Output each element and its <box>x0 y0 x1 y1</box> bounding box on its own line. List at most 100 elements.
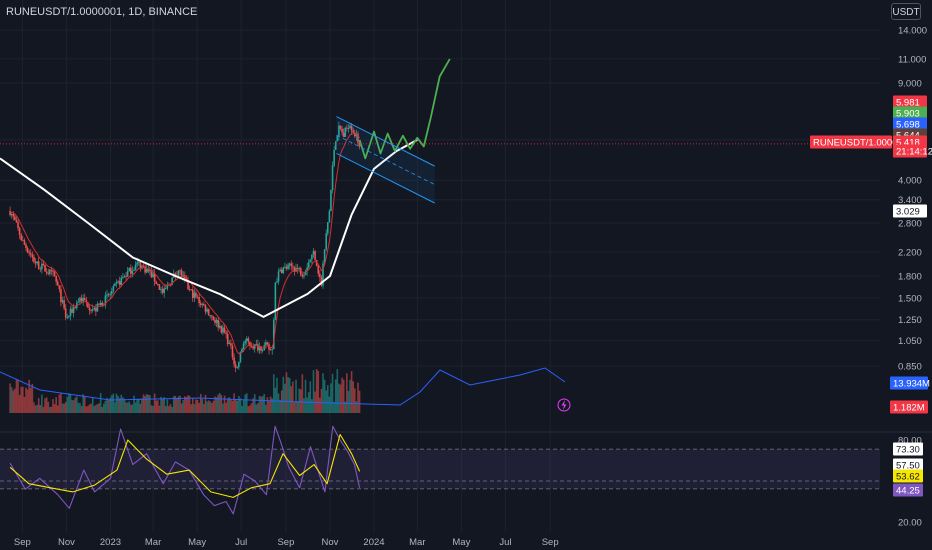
volume-bar <box>79 402 81 413</box>
chart-symbol-title[interactable]: RUNEUSDT/1.0000001, 1D, BINANCE <box>6 6 198 18</box>
lightning-icon <box>557 398 571 412</box>
candle-body <box>207 309 210 316</box>
volume-bar <box>239 398 242 413</box>
candle-body <box>346 127 348 129</box>
candle-body <box>195 292 197 297</box>
candle-body <box>255 344 258 346</box>
candle-body <box>164 288 167 290</box>
candle-body <box>17 222 19 229</box>
volume-bar <box>357 382 359 413</box>
time-axis[interactable]: Sep Nov 2023 Mar May Jul Sep Nov 2024 Mar May Jul Se… <box>14 537 559 548</box>
last-price-symbol-text: RUNEUSDT/1.0000001 <box>813 138 913 149</box>
volume-bar <box>115 393 118 413</box>
candle-body <box>242 343 245 349</box>
candle-body <box>314 251 316 260</box>
candle-body <box>325 233 327 250</box>
volume-bar <box>33 402 35 413</box>
rsi-label-text: 44.25 <box>896 486 920 497</box>
candle-body <box>53 271 56 276</box>
volume-bar <box>277 393 280 413</box>
volume-bar <box>279 399 281 413</box>
volume-bar <box>41 394 43 413</box>
candle-body <box>123 276 126 278</box>
volume-bar <box>123 398 126 413</box>
rsi-label-text: 57.50 <box>896 461 920 472</box>
candle-body <box>34 261 37 264</box>
candle-body <box>230 343 232 346</box>
volume-bar <box>252 398 254 413</box>
volume-bar <box>158 405 161 413</box>
candle-body <box>161 289 164 293</box>
volume-bar <box>55 397 57 413</box>
volume-bar <box>74 397 77 413</box>
volume-bar <box>231 400 234 413</box>
candle-body <box>14 216 16 221</box>
volume-bar <box>164 406 167 413</box>
candle-body <box>96 303 99 312</box>
volume-bar <box>160 396 162 413</box>
price-label-bg <box>893 117 927 131</box>
candle-body <box>28 252 30 254</box>
candle-body <box>252 346 254 349</box>
candle-body <box>180 270 183 278</box>
candle-body <box>49 269 51 274</box>
volume-bar <box>203 404 205 413</box>
candle-body <box>326 222 329 234</box>
volume-bar <box>15 379 18 413</box>
volume-bar <box>118 398 121 413</box>
price-axis[interactable]: 14.00011.0009.0005.6004.0003.4002.8002.2… <box>898 26 927 529</box>
volume-bar <box>244 394 246 413</box>
candle-body <box>196 296 199 298</box>
currency-button[interactable]: USDT <box>891 3 921 20</box>
volume-bar <box>172 396 175 413</box>
volume-bar <box>56 405 59 413</box>
candle-body <box>285 266 288 269</box>
candle-body <box>155 281 158 285</box>
candle-body <box>131 270 134 274</box>
volume-bar <box>301 374 304 413</box>
candle-body <box>66 317 69 319</box>
candle-body <box>279 269 281 272</box>
volume-bar <box>141 398 143 413</box>
rsi-label-bg <box>893 469 923 483</box>
volume-bar <box>179 395 181 413</box>
rsi-label-bg <box>893 483 923 497</box>
volume-bar <box>144 395 146 413</box>
volume-bar <box>47 401 50 413</box>
projection-line <box>358 58 451 160</box>
volume-bar <box>325 390 327 413</box>
volume-bar <box>218 393 221 413</box>
price-tick-label: 1.800 <box>898 272 922 283</box>
candle-body <box>298 268 300 270</box>
volume-bar <box>328 396 331 413</box>
volume-bar <box>266 397 269 413</box>
candle-body <box>271 349 273 351</box>
volume-bar <box>312 370 315 413</box>
volume-bar <box>161 398 164 413</box>
candle-body <box>320 277 323 286</box>
candle-body <box>110 291 113 295</box>
volume-bar <box>249 405 251 413</box>
candle-body <box>357 133 359 143</box>
candle-body <box>139 261 142 269</box>
volume-bar <box>339 384 342 413</box>
candle-body <box>358 142 361 147</box>
last-price-symbol-bg <box>810 135 892 149</box>
volume-bar <box>334 379 337 413</box>
volume-bar <box>18 394 21 413</box>
volume-bar <box>103 403 105 413</box>
candle-body <box>217 319 219 328</box>
candle-body <box>109 294 111 296</box>
time-tick-label: 2024 <box>363 537 384 548</box>
time-tick-label: Nov <box>322 537 339 548</box>
volume-bar <box>68 393 70 413</box>
candle-body <box>336 135 339 142</box>
candle-body <box>142 265 145 267</box>
candle-body <box>69 308 72 317</box>
volume-bar <box>230 399 232 413</box>
candle-body <box>152 273 154 278</box>
candle-body <box>26 248 29 253</box>
volume-bar <box>326 384 329 413</box>
volume-bar <box>190 404 192 413</box>
